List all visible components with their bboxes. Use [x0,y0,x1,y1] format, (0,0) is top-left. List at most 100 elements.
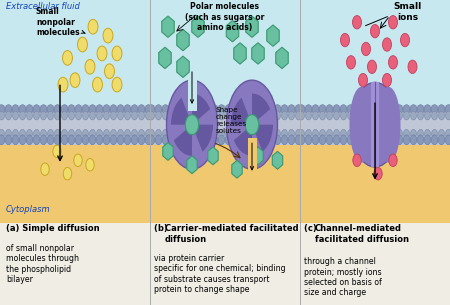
Circle shape [0,111,4,120]
Circle shape [62,111,68,120]
Circle shape [74,154,82,167]
Circle shape [190,111,197,120]
Circle shape [41,163,49,175]
Circle shape [361,129,368,138]
Circle shape [288,129,294,138]
Circle shape [267,135,274,145]
Circle shape [347,129,353,138]
Text: Channel-mediated
facilitated diffusion: Channel-mediated facilitated diffusion [315,224,409,244]
Circle shape [396,129,402,138]
Circle shape [288,111,294,120]
Circle shape [396,135,403,145]
Circle shape [261,111,266,120]
Circle shape [274,129,280,138]
Circle shape [53,145,61,158]
Polygon shape [162,16,174,38]
Circle shape [361,105,368,114]
Circle shape [104,111,109,120]
Circle shape [40,129,46,138]
Circle shape [125,111,130,120]
Wedge shape [171,98,192,125]
Polygon shape [187,156,197,174]
Text: Small
ions: Small ions [394,2,422,22]
Circle shape [268,129,274,138]
Circle shape [27,129,32,138]
Circle shape [40,135,47,145]
Circle shape [268,111,274,120]
Circle shape [145,129,152,138]
Circle shape [382,74,392,87]
Circle shape [439,111,445,120]
Circle shape [139,129,144,138]
Circle shape [225,135,232,145]
Circle shape [389,154,397,167]
Circle shape [389,135,396,145]
Circle shape [162,111,168,120]
Circle shape [0,135,5,145]
Polygon shape [163,142,173,160]
Circle shape [233,111,238,120]
Circle shape [212,129,217,138]
Circle shape [382,105,389,114]
Circle shape [439,129,445,138]
Circle shape [112,46,122,61]
Bar [150,105,300,145]
Circle shape [77,37,87,52]
Circle shape [424,111,431,120]
Circle shape [75,135,82,145]
Circle shape [176,105,183,114]
Circle shape [82,129,89,138]
Circle shape [370,24,379,38]
Circle shape [5,111,11,120]
Circle shape [341,33,350,47]
Circle shape [27,111,32,120]
Circle shape [298,111,305,120]
Circle shape [5,105,12,114]
Circle shape [410,135,417,145]
Circle shape [239,129,245,138]
Circle shape [68,135,75,145]
Circle shape [389,105,396,114]
Ellipse shape [377,87,400,163]
Circle shape [368,105,375,114]
Circle shape [13,129,18,138]
Bar [150,145,300,223]
Circle shape [63,51,72,65]
Circle shape [86,159,94,171]
Circle shape [320,129,325,138]
Circle shape [404,129,410,138]
Circle shape [225,111,231,120]
Circle shape [424,105,431,114]
Text: Polar molecules
(such as sugars or
amino acids): Polar molecules (such as sugars or amino… [185,2,265,32]
Polygon shape [253,147,263,165]
Circle shape [145,111,152,120]
Circle shape [274,105,281,114]
Circle shape [54,111,60,120]
Circle shape [111,111,117,120]
Bar [300,0,450,105]
Circle shape [305,135,312,145]
Circle shape [305,105,312,114]
Polygon shape [208,147,218,165]
Circle shape [232,135,239,145]
Wedge shape [252,125,273,152]
Polygon shape [272,151,283,169]
Circle shape [12,105,19,114]
Circle shape [104,64,114,79]
Circle shape [162,129,168,138]
Circle shape [355,129,360,138]
Circle shape [145,135,152,145]
Circle shape [396,111,402,120]
Polygon shape [159,47,171,69]
Circle shape [446,129,450,138]
Circle shape [239,105,246,114]
Circle shape [267,105,274,114]
Circle shape [326,135,333,145]
Circle shape [89,105,96,114]
Circle shape [205,129,211,138]
Circle shape [70,73,80,88]
Circle shape [26,135,33,145]
Circle shape [295,105,302,114]
Circle shape [85,59,95,74]
Circle shape [347,111,353,120]
